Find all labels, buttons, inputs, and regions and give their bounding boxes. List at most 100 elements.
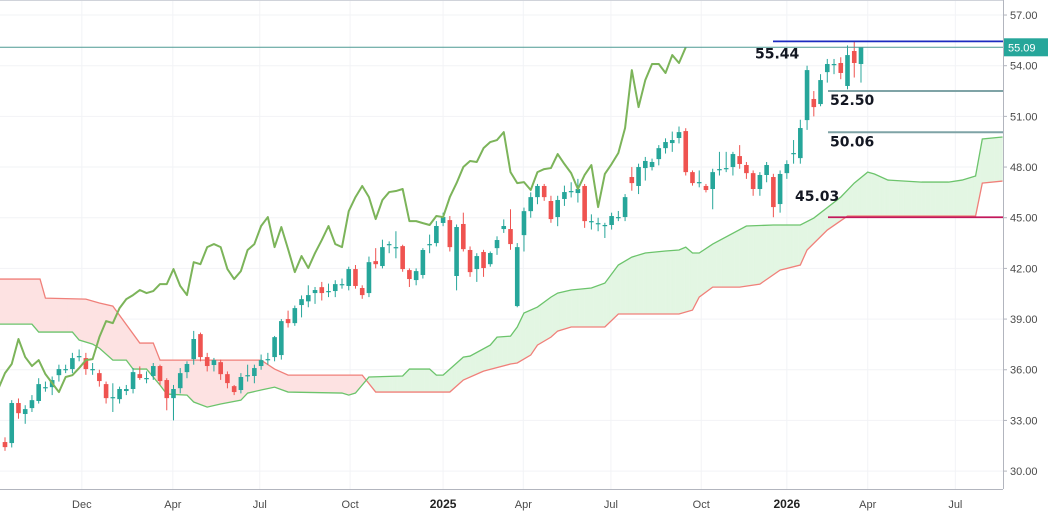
cloud-segment (646, 252, 649, 315)
cloud-segment (916, 181, 919, 217)
cloud-segment (277, 370, 280, 389)
cloud-segment (749, 225, 752, 286)
cloud-segment (407, 369, 410, 393)
cloud-segment (309, 375, 312, 393)
cloud-segment (77, 298, 80, 341)
cloud-segment (901, 180, 904, 217)
cloud-segment (348, 375, 351, 396)
cloud-segment (909, 181, 912, 217)
cloud-segment (640, 254, 643, 315)
cloud-segment (906, 181, 909, 217)
cloud-segment (25, 279, 28, 325)
candle-body (811, 98, 817, 108)
cloud-segment (608, 276, 611, 324)
cloud-segment (957, 180, 960, 217)
candle-down (750, 170, 756, 196)
cloud-segment (65, 298, 68, 333)
cloud-segment (203, 360, 206, 407)
cloud-segment (987, 138, 990, 183)
cloud-segment (785, 224, 788, 269)
candle-body (204, 357, 210, 367)
cloud-segment (43, 292, 46, 333)
price-axis-label: 57.00 (1010, 10, 1038, 22)
candle-body (575, 189, 581, 194)
cloud-segment (630, 257, 633, 315)
cloud-segment (616, 265, 619, 316)
candle-down (319, 281, 325, 301)
candle-body (97, 373, 102, 382)
candle-up (366, 256, 372, 298)
candle-body (285, 319, 291, 324)
candle-up (36, 378, 41, 404)
cloud-segment (746, 225, 749, 287)
cloud-segment (732, 232, 735, 288)
candle-up (150, 362, 156, 380)
candle-body (528, 197, 534, 212)
cloud-segment (549, 297, 552, 339)
candle-up (9, 400, 15, 448)
cloud-segment (780, 224, 783, 271)
cloud-segment (424, 369, 427, 393)
cloud-segment (320, 375, 323, 393)
cloud-segment (534, 307, 537, 351)
candle-up (568, 182, 574, 198)
cloud-segment (935, 182, 938, 217)
cloud-segment (893, 180, 895, 217)
cloud-segment (769, 225, 772, 278)
candle-down (83, 352, 89, 375)
candle-up (211, 357, 217, 372)
cloud-segment (582, 288, 585, 328)
cloud-segment (30, 279, 33, 325)
candle-up (90, 362, 95, 375)
candle-down (157, 364, 163, 385)
cloud-segment (783, 224, 786, 270)
cloud-segment (704, 248, 707, 294)
cloud-segment (697, 253, 700, 301)
candle-up (514, 243, 520, 308)
cloud-segment (47, 298, 50, 333)
candle-up (110, 383, 116, 412)
cloud-segment (296, 375, 299, 393)
candle-down (467, 246, 473, 277)
cloud-segment (35, 279, 38, 331)
cloud-segment (210, 360, 213, 407)
cloud-segment (898, 180, 901, 217)
candle-body (252, 368, 257, 376)
cloud-segment (820, 211, 823, 237)
cloud-segment (948, 181, 951, 217)
cloud-segment (422, 369, 425, 393)
candle-up (29, 395, 35, 412)
cloud-segment (15, 279, 18, 325)
cloud-segment (333, 375, 336, 393)
cloud-segment (414, 369, 417, 393)
candle-up (171, 384, 176, 421)
cloud-segment (37, 279, 39, 333)
cloud-segment (92, 301, 95, 346)
candle-up (339, 278, 345, 289)
candle-body (413, 271, 419, 281)
cloud-segment (923, 182, 926, 217)
cloud-segment (702, 249, 705, 295)
candle-up (723, 151, 729, 173)
last-price-tag-label: 55.09 (1008, 42, 1036, 54)
candle-body (63, 369, 68, 371)
cloud-segment (995, 137, 998, 182)
cloud-segment (552, 295, 555, 336)
candle-body (211, 360, 217, 366)
cloud-segment (406, 370, 409, 393)
cloud-segment (807, 220, 810, 250)
candle-up (299, 295, 304, 318)
cloud-segment (599, 284, 602, 328)
cloud-segment (412, 369, 415, 393)
cloud-segment (392, 376, 395, 393)
cloud-segment (955, 180, 958, 217)
cloud-segment (257, 360, 260, 391)
cloud-segment (431, 370, 434, 393)
candle-body (191, 339, 197, 360)
cloud-segment (635, 255, 638, 315)
cloud-segment (429, 369, 432, 393)
candle-body (582, 185, 587, 222)
cloud-segment (286, 374, 289, 393)
candle-body (454, 227, 459, 277)
